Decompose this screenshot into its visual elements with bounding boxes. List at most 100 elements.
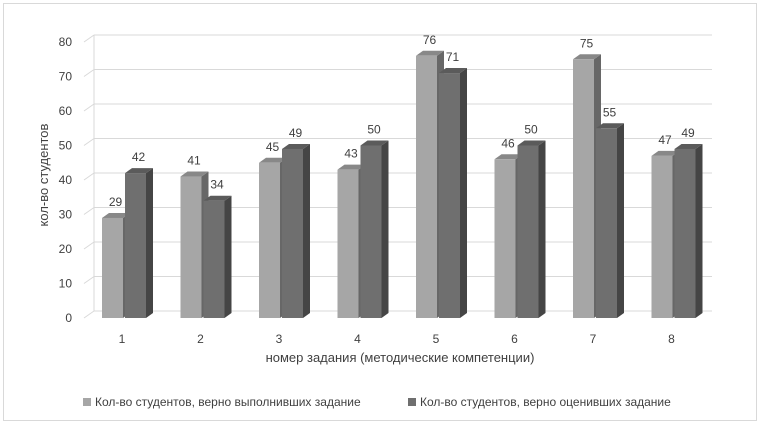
bar-top <box>337 164 366 170</box>
bar-front <box>337 169 359 318</box>
bar-front <box>282 148 303 318</box>
bar-side <box>695 143 703 318</box>
bar-front <box>596 128 617 318</box>
bar-side <box>224 195 232 318</box>
data-label: 46 <box>501 136 515 150</box>
bar-2-5 <box>439 68 467 318</box>
bar-front <box>517 145 539 318</box>
bar-top <box>416 50 444 56</box>
bar-2-1 <box>125 168 153 318</box>
data-label: 47 <box>658 133 672 147</box>
bar-2-2 <box>203 195 232 318</box>
bar-side <box>303 143 310 318</box>
bar-side <box>381 140 389 318</box>
data-label: 42 <box>132 150 146 164</box>
bar-top <box>360 140 389 146</box>
data-label: 49 <box>681 126 695 140</box>
bar-top <box>180 171 209 177</box>
bar-2-3 <box>282 143 310 318</box>
bar-front <box>180 176 202 318</box>
bar-top <box>259 157 287 163</box>
gridline-diag <box>83 138 95 146</box>
bar-side <box>146 168 153 318</box>
x-tick-label: 5 <box>433 332 440 346</box>
y-tick-label: 40 <box>59 173 73 187</box>
bar-front <box>494 159 516 318</box>
x-tick-label: 3 <box>276 332 283 346</box>
data-label: 71 <box>446 50 460 64</box>
data-label: 41 <box>187 154 201 168</box>
bar-top <box>282 143 310 149</box>
bar-side <box>460 68 467 318</box>
gridline-diag <box>83 276 95 284</box>
bar-top <box>102 212 130 218</box>
bar-front <box>360 145 382 318</box>
data-label: 49 <box>289 126 303 140</box>
legend-swatch-series-1 <box>83 398 91 406</box>
x-tick-label: 8 <box>668 332 675 346</box>
bar-2-6 <box>517 140 546 318</box>
legend-swatch-series-2 <box>408 398 416 406</box>
data-label: 75 <box>580 36 594 50</box>
bar-front <box>651 155 673 318</box>
legend: Кол-во студентов, верно выполнивших зада… <box>83 395 671 409</box>
y-tick-label: 80 <box>59 35 73 49</box>
bar-front <box>125 173 146 318</box>
x-tick-label: 1 <box>119 332 126 346</box>
bar-front <box>439 73 460 318</box>
x-tick-label: 2 <box>197 332 204 346</box>
bar-top <box>125 168 153 174</box>
bar-2-7 <box>596 123 624 318</box>
y-tick-labels: 0 10 20 30 40 50 60 70 80 <box>59 35 73 325</box>
bar-top <box>517 140 546 146</box>
bar-front <box>203 200 225 318</box>
data-label: 50 <box>524 123 538 137</box>
data-label: 76 <box>423 33 437 47</box>
y-tick-label: 10 <box>59 277 73 291</box>
bar-side <box>538 140 546 318</box>
gridline-diag <box>83 172 95 181</box>
bar-top <box>674 143 703 149</box>
y-tick-label: 70 <box>59 70 73 84</box>
y-tick-label: 30 <box>59 208 73 222</box>
gridline-diag <box>83 241 95 250</box>
bar-front <box>259 162 280 318</box>
gridline-diag <box>83 34 95 43</box>
bar-front <box>573 59 594 318</box>
x-tick-label: 6 <box>511 332 518 346</box>
bars <box>102 50 703 319</box>
x-tick-label: 4 <box>354 332 361 346</box>
data-label: 29 <box>109 195 123 209</box>
y-axis-title: кол-во студентов <box>36 123 51 226</box>
x-axis-title: номер задания (методические компетенции) <box>266 350 535 365</box>
bar-top <box>203 195 232 201</box>
bar-front <box>102 217 123 318</box>
bar-top <box>596 123 624 129</box>
gridline-diag <box>83 103 95 112</box>
data-label: 43 <box>344 147 358 161</box>
y-tick-label: 20 <box>59 242 73 256</box>
x-tick-label: 7 <box>590 332 597 346</box>
gridline-diag <box>83 207 95 215</box>
data-labels: 29 42 41 34 45 49 43 50 76 71 46 50 75 55 47 49 <box>109 33 695 209</box>
bar-2-4 <box>360 140 389 318</box>
bar-front <box>416 55 437 319</box>
x-tick-labels: 1 2 3 4 5 6 7 8 <box>119 332 676 346</box>
bar-front <box>674 148 696 318</box>
gridline-diag <box>83 69 95 77</box>
bar-top <box>494 154 523 160</box>
gridline-diag <box>83 310 95 319</box>
bar-2-8 <box>674 143 703 318</box>
bar-top <box>439 68 467 74</box>
bar-top <box>651 150 680 156</box>
data-label: 34 <box>210 178 224 192</box>
y-tick-label: 50 <box>59 139 73 153</box>
bar-side <box>617 123 624 318</box>
y-tick-label: 60 <box>59 104 73 118</box>
legend-label-series-1: Кол-во студентов, верно выполнивших зада… <box>95 395 361 409</box>
data-label: 45 <box>266 140 280 154</box>
data-label: 55 <box>603 105 617 119</box>
y-tick-label: 0 <box>65 311 72 325</box>
data-label: 50 <box>367 123 381 137</box>
